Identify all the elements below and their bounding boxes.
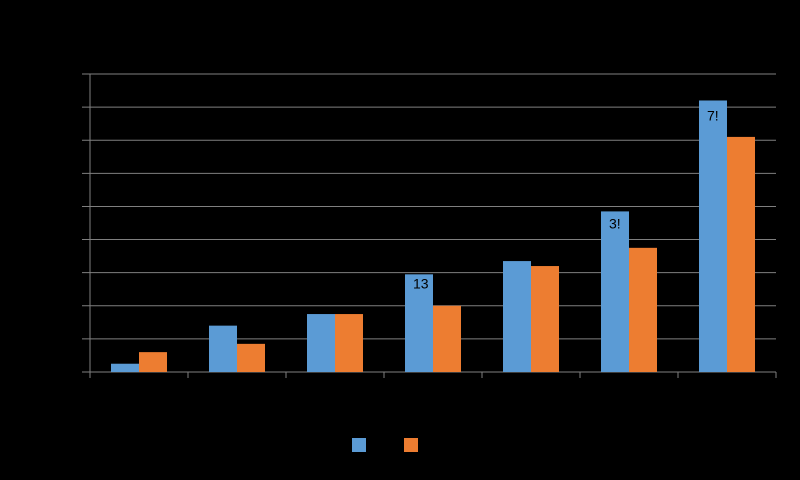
bar-series-1 xyxy=(405,274,433,372)
bar-series-1 xyxy=(699,100,727,372)
data-labels: 13 3! 7! xyxy=(413,107,719,291)
bar-series-1 xyxy=(307,314,335,372)
bar-series-2 xyxy=(237,343,265,372)
bar-series-1 xyxy=(111,363,139,372)
gridlines xyxy=(82,73,776,340)
data-label: 3! xyxy=(609,215,621,231)
bars xyxy=(111,100,755,372)
bar-series-1 xyxy=(209,325,237,372)
data-label: 7! xyxy=(707,107,719,123)
bar-series-1 xyxy=(503,261,531,372)
bar-series-2 xyxy=(629,247,657,372)
bar-series-2 xyxy=(433,305,461,372)
legend-swatch-series-2 xyxy=(404,438,418,452)
legend xyxy=(352,438,418,452)
legend-swatch-series-1 xyxy=(352,438,366,452)
data-label: 13 xyxy=(413,275,429,291)
bar-series-2 xyxy=(531,266,559,372)
bar-series-1 xyxy=(601,211,629,372)
bar-series-2 xyxy=(139,352,167,372)
bar-series-2 xyxy=(727,136,755,372)
bar-series-2 xyxy=(335,314,363,372)
